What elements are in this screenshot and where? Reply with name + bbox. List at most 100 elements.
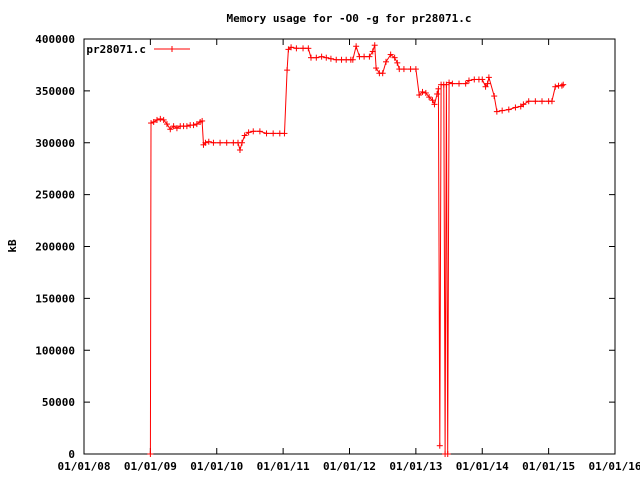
- data-point: [300, 45, 307, 52]
- x-tick-label: 01/01/13: [389, 460, 442, 473]
- data-point: [148, 120, 155, 127]
- data-point: [210, 139, 217, 146]
- data-point: [238, 139, 245, 146]
- data-point: [479, 76, 486, 83]
- data-point: [167, 126, 174, 133]
- data-point: [284, 67, 291, 74]
- data-point: [407, 66, 414, 73]
- data-point: [293, 45, 300, 52]
- data-point: [250, 128, 257, 135]
- data-point: [558, 82, 565, 89]
- data-point: [484, 80, 491, 87]
- x-tick-label: 01/01/16: [589, 460, 640, 473]
- y-tick-label: 100000: [35, 344, 75, 357]
- data-point: [349, 56, 356, 63]
- data-point: [383, 58, 390, 65]
- data-point: [263, 130, 270, 137]
- data-point: [288, 44, 295, 51]
- legend: pr28071.c: [86, 43, 190, 56]
- data-point: [379, 70, 386, 77]
- data-point: [548, 98, 555, 105]
- x-tick-label: 01/01/08: [58, 460, 111, 473]
- data-point: [429, 97, 436, 104]
- data-point: [485, 74, 492, 81]
- data-point: [394, 59, 401, 66]
- data-point: [462, 80, 469, 87]
- data-point: [256, 128, 263, 135]
- data-point: [173, 125, 180, 132]
- data-point: [391, 54, 398, 61]
- data-point: [163, 121, 170, 128]
- data-point: [241, 132, 248, 139]
- data-point: [465, 77, 472, 84]
- data-point: [217, 139, 224, 146]
- data-point: [446, 79, 453, 86]
- series-layer: [147, 42, 567, 457]
- data-point: [387, 51, 394, 58]
- data-point: [361, 53, 368, 60]
- chart-title: Memory usage for -O0 -g for pr28071.c: [226, 12, 471, 25]
- data-point: [371, 42, 378, 49]
- data-point: [525, 98, 532, 105]
- data-point: [520, 101, 527, 108]
- data-point: [373, 65, 380, 72]
- data-point: [223, 139, 230, 146]
- data-point: [170, 123, 177, 130]
- data-point: [245, 129, 252, 136]
- legend-marker: [169, 46, 175, 52]
- data-point: [412, 66, 419, 73]
- data-point: [281, 130, 288, 137]
- data-point: [270, 130, 277, 137]
- x-tick-label: 01/01/12: [323, 460, 376, 473]
- y-axis-label: kB: [6, 239, 19, 253]
- legend-label: pr28071.c: [86, 43, 146, 56]
- data-point: [491, 93, 498, 100]
- data-point: [560, 81, 567, 88]
- data-point: [435, 85, 442, 92]
- data-point: [512, 104, 519, 111]
- data-point: [147, 451, 154, 457]
- data-point: [538, 98, 545, 105]
- data-point: [193, 121, 200, 128]
- data-point: [313, 54, 320, 61]
- x-tick-label: 01/01/10: [190, 460, 243, 473]
- data-point: [183, 123, 190, 130]
- data-point: [318, 53, 325, 60]
- data-point: [308, 54, 315, 61]
- data-point: [323, 54, 330, 61]
- data-point: [444, 451, 451, 457]
- data-point: [199, 117, 206, 124]
- data-point: [456, 80, 463, 87]
- data-point: [552, 83, 559, 90]
- data-point: [434, 90, 441, 97]
- data-point: [353, 43, 360, 50]
- data-point: [400, 66, 407, 73]
- y-axis-ticks: 0 50000 100000 150000 200000 250000 300000 3500…: [35, 33, 615, 461]
- y-tick-label: 400000: [35, 33, 75, 46]
- y-tick-label: 300000: [35, 137, 75, 150]
- data-point: [419, 88, 426, 95]
- data-point: [532, 98, 539, 105]
- data-point: [236, 147, 243, 154]
- data-point: [416, 92, 423, 99]
- data-point: [333, 56, 340, 63]
- x-axis-ticks: 01/01/08 01/01/09 01/01/10 01/01/11 01/01/12…: [58, 39, 640, 473]
- y-tick-label: 350000: [35, 85, 75, 98]
- y-tick-label: 200000: [35, 241, 75, 254]
- data-point: [157, 115, 164, 122]
- data-point: [449, 80, 456, 87]
- x-tick-label: 01/01/11: [257, 460, 310, 473]
- data-point: [202, 139, 209, 146]
- data-point: [422, 89, 429, 96]
- data-point: [505, 106, 512, 113]
- data-point: [160, 116, 167, 123]
- y-tick-label: 0: [68, 448, 75, 461]
- data-point: [205, 138, 212, 145]
- x-tick-label: 01/01/09: [124, 460, 177, 473]
- data-point: [426, 94, 433, 101]
- data-point: [366, 53, 373, 60]
- data-point: [190, 122, 197, 129]
- y-tick-label: 50000: [42, 396, 75, 409]
